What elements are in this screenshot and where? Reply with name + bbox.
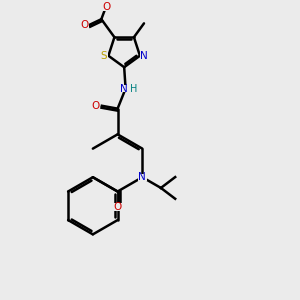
FancyBboxPatch shape	[102, 3, 111, 11]
FancyBboxPatch shape	[140, 52, 148, 59]
FancyBboxPatch shape	[79, 21, 89, 29]
FancyBboxPatch shape	[100, 52, 108, 59]
Text: H: H	[130, 84, 137, 94]
Text: N: N	[140, 51, 148, 61]
Text: N: N	[139, 172, 146, 182]
FancyBboxPatch shape	[120, 85, 128, 92]
FancyBboxPatch shape	[91, 102, 100, 110]
Text: O: O	[92, 101, 100, 111]
Text: N: N	[120, 84, 128, 94]
Text: O: O	[102, 2, 111, 12]
Text: O: O	[80, 20, 88, 30]
Text: S: S	[101, 51, 107, 61]
FancyBboxPatch shape	[138, 174, 147, 181]
FancyBboxPatch shape	[113, 203, 122, 211]
Text: O: O	[113, 202, 122, 212]
